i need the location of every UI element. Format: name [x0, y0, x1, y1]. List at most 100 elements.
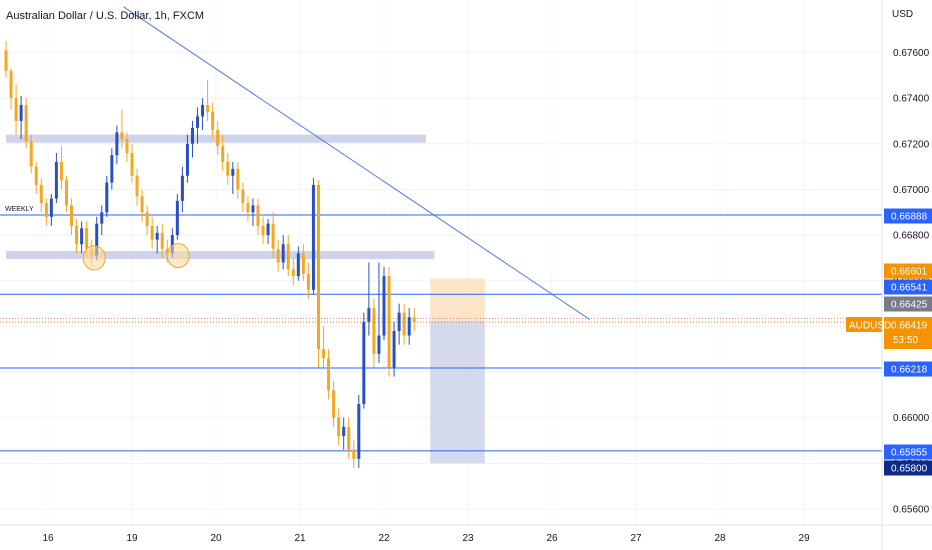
highlight-circle [166, 243, 190, 269]
candle-body [291, 269, 295, 277]
candle-body [296, 253, 300, 277]
time-tick-label: 21 [294, 533, 306, 544]
candle-body [75, 225, 79, 245]
candle-body [24, 105, 28, 142]
candle-body [100, 212, 104, 224]
price-label-bg [884, 279, 932, 295]
price-label-value: 0.65855 [891, 448, 928, 459]
candle-body [190, 127, 194, 144]
take-profit-zone[interactable] [430, 320, 485, 464]
candle-body [54, 162, 58, 199]
candle-body [377, 335, 381, 354]
time-tick-label: 28 [714, 533, 726, 544]
price-label-value: 0.66601 [891, 267, 928, 278]
price-tick-label: 0.66800 [893, 231, 930, 242]
candle-body [286, 244, 290, 270]
price-tick-label: 0.66000 [893, 413, 930, 424]
candle-body [125, 139, 129, 153]
candle-body [372, 308, 376, 354]
candle-body [306, 273, 310, 290]
price-tick-label: 0.65600 [893, 505, 930, 516]
time-tick-label: 29 [798, 533, 810, 544]
candle-body [49, 198, 53, 217]
candle-body [140, 196, 144, 213]
price-label-value: 0.66218 [891, 365, 928, 376]
price-tick-label: 0.67000 [893, 185, 930, 196]
candle-body [397, 312, 401, 331]
candle-body [130, 152, 134, 176]
candle-body [276, 248, 280, 263]
candle-body [201, 105, 205, 117]
candle-body [155, 232, 159, 240]
candle-body [301, 253, 305, 274]
support-zone [6, 134, 426, 143]
chart-title: Australian Dollar / U.S. Dollar, 1h, FXC… [6, 10, 204, 22]
candle-body [145, 212, 149, 226]
candle-body [271, 223, 275, 249]
candle-body [9, 70, 13, 99]
time-tick-label: 22 [378, 533, 390, 544]
symbol-tag: AUDUSD [849, 321, 891, 332]
candle-body [251, 205, 255, 213]
candle-body [19, 105, 23, 121]
price-label-bg [884, 208, 932, 224]
price-label-value: 0.65800 [891, 464, 928, 475]
candle-body [120, 132, 124, 140]
candle-body [316, 184, 320, 350]
candle-body [4, 50, 8, 71]
candle-body [216, 130, 220, 147]
candle-body [327, 358, 331, 391]
time-tick-label: 20 [210, 533, 222, 544]
symbol-tag-bg [846, 317, 882, 332]
candle-body [80, 228, 84, 245]
time-tick-label: 23 [462, 533, 474, 544]
candle-body [34, 166, 38, 185]
candle-body [332, 390, 336, 418]
candle-body [160, 232, 164, 249]
candle-body [29, 141, 33, 167]
candle-body [115, 132, 119, 156]
candle-body [266, 223, 270, 236]
candle-body [95, 223, 99, 256]
price-label-value: 0.66419 [891, 321, 928, 332]
time-tick-label: 19 [126, 533, 138, 544]
candle-body [352, 449, 356, 459]
price-label-bg [884, 317, 932, 349]
candle-body [14, 98, 18, 121]
candle-body [135, 175, 139, 197]
candle-body [170, 235, 174, 254]
candle-body [231, 168, 235, 176]
candle-body [70, 205, 74, 226]
candle-body [256, 205, 260, 226]
stop-loss-zone[interactable] [430, 278, 485, 321]
horizontal-levels[interactable] [0, 214, 882, 452]
price-label-value: 0.66425 [891, 300, 928, 311]
candle-body [246, 203, 250, 213]
candle-body [185, 143, 189, 176]
time-axis[interactable]: 16 19 20 21 22 23 26 27 28 29 [0, 524, 932, 544]
candle-body [281, 244, 285, 263]
price-tick-label: 0.67400 [893, 94, 930, 105]
candle-body [64, 180, 68, 206]
price-label-value: 0.66888 [891, 212, 928, 223]
candle-body [236, 168, 240, 190]
candle-body [357, 404, 361, 459]
highlight-circle [82, 245, 106, 271]
candle-body [261, 225, 265, 236]
bar-countdown: 53:50 [893, 335, 918, 346]
candle-body [180, 175, 184, 201]
candle-body [382, 276, 386, 336]
candle-body [311, 184, 315, 290]
descending-trendline[interactable] [123, 6, 591, 320]
candle-body [105, 182, 109, 213]
candle-body [221, 146, 225, 163]
candle-body [39, 184, 43, 204]
candle-body [110, 155, 114, 183]
short-position-tool[interactable] [0, 278, 882, 464]
candle-body [392, 330, 396, 368]
trendline[interactable] [123, 6, 591, 320]
highlight-circles [82, 243, 190, 271]
weekly-label: WEEKLY [5, 206, 34, 213]
candle-body [362, 321, 366, 405]
